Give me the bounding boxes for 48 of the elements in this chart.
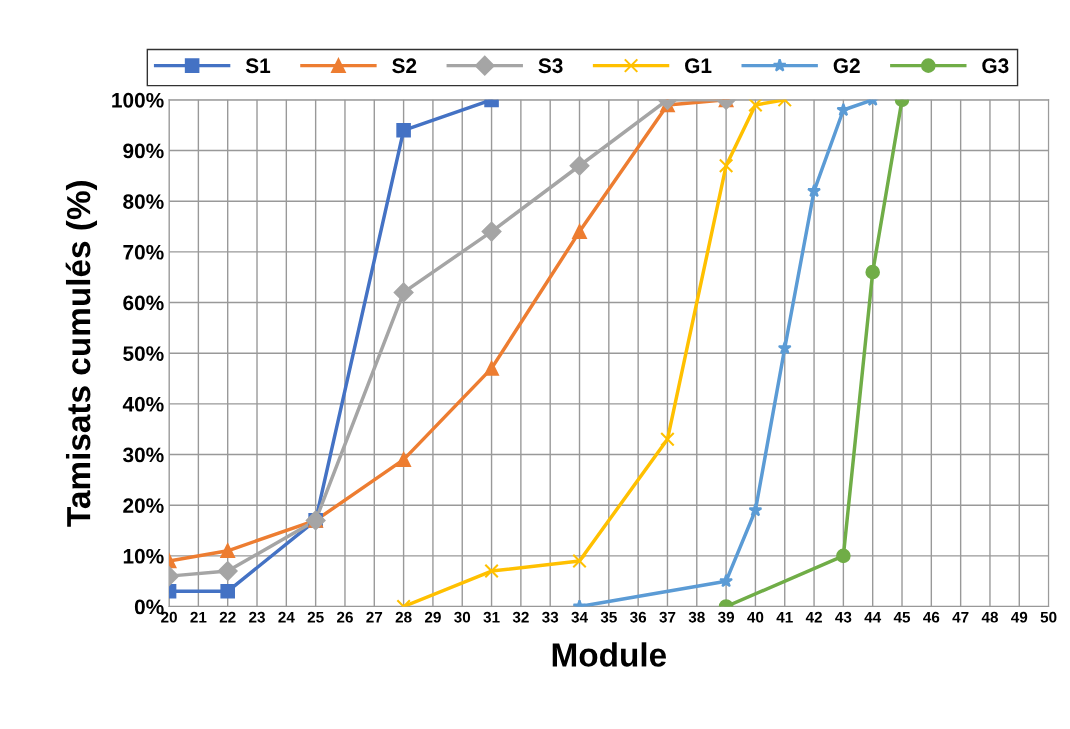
x-tick-label: 39 xyxy=(717,611,735,623)
y-tick-label: 60% xyxy=(123,295,164,311)
x-tick-label: 49 xyxy=(1011,611,1028,623)
x-tick-label: 23 xyxy=(249,611,265,623)
legend-label: S3 xyxy=(538,58,563,74)
x-tick-label: 21 xyxy=(190,611,207,623)
x-tick-label: 24 xyxy=(278,611,295,623)
x-tick-label: 43 xyxy=(835,611,852,623)
y-tick-label: 10% xyxy=(123,548,164,564)
x-tick-label: 22 xyxy=(219,611,236,623)
y-axis-title: Tamisats cumulés (%) xyxy=(65,181,98,527)
x-tick-label: 36 xyxy=(630,611,647,623)
y-tick-label: 50% xyxy=(123,346,164,361)
x-axis-title: Module xyxy=(552,642,667,667)
x-tick-label: 44 xyxy=(864,611,882,623)
x-tick-label: 29 xyxy=(424,611,441,623)
x-tick-label: 26 xyxy=(337,611,353,623)
x-tick-label: 34 xyxy=(571,611,588,623)
legend-label: G1 xyxy=(685,58,712,74)
x-tick-label: 50 xyxy=(1040,611,1057,623)
y-tick-label: 20% xyxy=(123,498,164,513)
x-tick-label: 32 xyxy=(512,611,529,623)
y-tick-label: 70% xyxy=(123,244,164,260)
x-tick-label: 42 xyxy=(805,611,822,623)
y-tick-label: 40% xyxy=(122,396,164,412)
y-tick-label: 90% xyxy=(123,143,164,159)
x-tick-label: 27 xyxy=(366,611,383,623)
legend-label: S1 xyxy=(245,58,271,74)
x-tick-label: 48 xyxy=(981,611,998,623)
x-tick-label: 41 xyxy=(776,611,793,623)
x-tick-label: 33 xyxy=(542,611,559,623)
x-tick-label: 45 xyxy=(893,611,911,623)
x-tick-label: 40 xyxy=(747,611,764,623)
y-tick-label: 100% xyxy=(112,92,164,108)
legend-label: S2 xyxy=(392,58,417,74)
legend-label: G3 xyxy=(982,58,1009,74)
y-tick-label: 30% xyxy=(122,447,164,463)
x-tick-label: 30 xyxy=(454,611,471,623)
x-tick-label: 25 xyxy=(307,611,324,623)
x-tick-label: 28 xyxy=(395,611,412,623)
legend-label: G2 xyxy=(833,58,860,74)
x-tick-label: 47 xyxy=(952,611,969,623)
x-tick-label: 37 xyxy=(659,611,676,623)
x-tick-label: 35 xyxy=(600,611,617,623)
x-tick-label: 38 xyxy=(688,611,705,623)
y-tick-label: 80% xyxy=(123,194,164,209)
x-tick-label: 31 xyxy=(483,611,500,623)
x-tick-label: 46 xyxy=(923,611,940,623)
